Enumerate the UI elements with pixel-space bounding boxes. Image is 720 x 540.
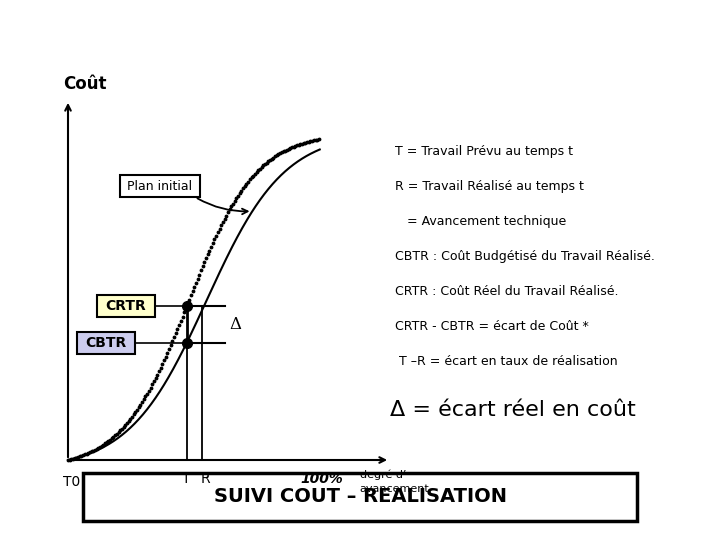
Text: CRTR: CRTR: [105, 299, 146, 313]
Text: R: R: [201, 472, 211, 486]
Bar: [120, 175, 200, 197]
Text: CRTR - CBTR = écart de Coût *: CRTR - CBTR = écart de Coût *: [395, 320, 589, 333]
Text: T: T: [182, 472, 191, 486]
Text: avancement: avancement: [360, 484, 430, 494]
Bar: [96, 295, 155, 317]
Text: R = Travail Réalisé au temps t: R = Travail Réalisé au temps t: [395, 180, 584, 193]
Bar: [77, 332, 135, 354]
Text: SUIVI COUT – REALISATION: SUIVI COUT – REALISATION: [214, 487, 506, 507]
Text: CBTR : Coût Budgétisé du Travail Réalisé.: CBTR : Coût Budgétisé du Travail Réalisé…: [395, 250, 655, 263]
Text: T –R = écart en taux de réalisation: T –R = écart en taux de réalisation: [395, 355, 618, 368]
Text: 100%: 100%: [300, 472, 343, 486]
Text: Δ: Δ: [230, 316, 242, 333]
Text: = Avancement technique: = Avancement technique: [395, 215, 566, 228]
Text: T0: T0: [63, 475, 80, 489]
Text: Plan initial: Plan initial: [127, 179, 192, 192]
Text: CBTR: CBTR: [85, 336, 126, 350]
Text: degré d’: degré d’: [360, 470, 406, 481]
Text: Δ = écart réel en coût: Δ = écart réel en coût: [390, 400, 636, 420]
Text: Coût: Coût: [63, 75, 107, 93]
Bar: [83, 472, 637, 521]
Text: T = Travail Prévu au temps t: T = Travail Prévu au temps t: [395, 145, 573, 158]
Text: CRTR : Coût Réel du Travail Réalisé.: CRTR : Coût Réel du Travail Réalisé.: [395, 285, 618, 298]
